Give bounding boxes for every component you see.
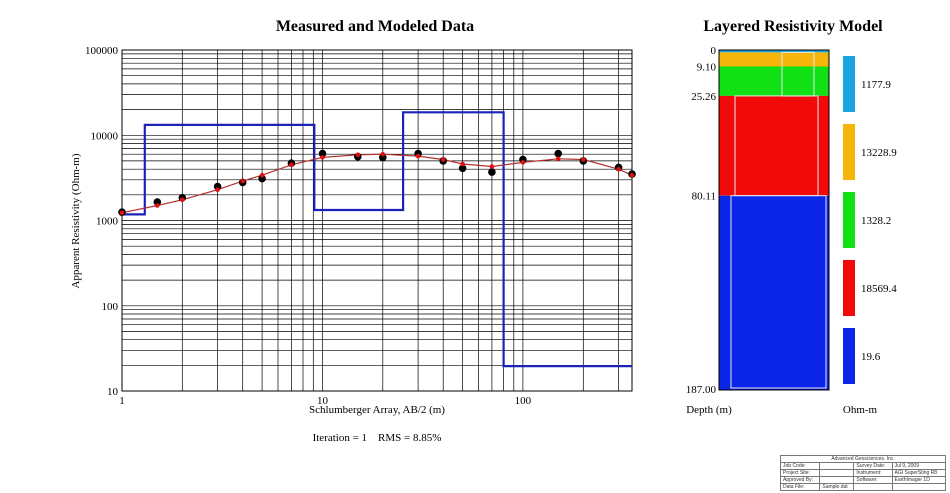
layer-band: [719, 66, 829, 96]
info-cell: Job Code:: [779, 462, 821, 470]
info-cell: [819, 476, 855, 484]
modeled-point: [155, 203, 160, 208]
left-plot-frame: [121, 49, 633, 392]
left-y-tick-labels: 10 100 1000 10000 100000: [85, 45, 119, 398]
info-cell: Jul 9, 2009: [891, 462, 947, 470]
y-tick-label: 10: [107, 386, 119, 398]
right-y-axis-label: Depth (m): [686, 404, 732, 416]
left-chart-grid: [122, 50, 632, 391]
info-cell: [853, 483, 893, 491]
modeled-curve: [121, 153, 633, 214]
measured-point: [379, 153, 387, 162]
measured-point: [554, 149, 562, 158]
modeled-point: [180, 197, 185, 203]
legend-value: 13228.9: [861, 147, 897, 159]
info-row: Job Code: Survey Date: Jul 9, 2009: [779, 462, 947, 470]
layer-band: [719, 95, 829, 196]
info-cell: Instrument:: [853, 469, 893, 477]
info-cell: Approved By:: [779, 476, 821, 484]
modeled-point: [380, 151, 386, 157]
layer-column-frame: [718, 49, 830, 391]
modeled-point: [289, 162, 294, 168]
info-row: Project Site: Instrument: AGI SuperSting…: [779, 469, 947, 477]
info-cell: Survey Date:: [853, 462, 893, 470]
info-row: Data File: Sample.dat: [779, 483, 947, 491]
info-cell: Data File:: [779, 483, 821, 491]
model-step-curve: [122, 111, 632, 368]
left-y-axis-label: Apparent Resistivity (Ohm-m): [70, 153, 82, 288]
info-cell: Project Site:: [779, 469, 821, 477]
legend-value: 1328.2: [861, 215, 891, 227]
modeled-point: [616, 166, 621, 172]
modeled-line: [121, 153, 633, 214]
legend-value: 1177.9: [861, 79, 891, 91]
right-legend-unit-label: Ohm-m: [843, 404, 878, 416]
modeled-point: [520, 160, 526, 165]
left-x-axis-label: Schlumberger Array, AB/2 (m): [309, 404, 445, 416]
modeled-point: [489, 164, 495, 169]
info-cell: EarthImager 1D: [891, 476, 947, 484]
x-tick-label: 10: [317, 395, 329, 407]
modeled-point: [355, 152, 361, 158]
depth-label: 0: [711, 45, 717, 57]
x-tick-label: 100: [515, 395, 532, 407]
info-cell: [891, 483, 947, 491]
modeled-point: [119, 210, 125, 216]
info-cell: Sample.dat: [819, 483, 855, 491]
depth-labels: 0 9.10 25.26 80.11 187.00: [686, 45, 717, 396]
legend-swatch: [843, 124, 855, 180]
depth-label: 187.00: [686, 384, 717, 396]
layer-band: [719, 52, 829, 67]
info-cell: Software:: [853, 476, 893, 484]
modeled-point: [440, 157, 446, 162]
measured-point: [153, 198, 162, 206]
right-chart-title: Layered Resistivity Model: [703, 18, 883, 35]
modeled-point: [555, 156, 561, 162]
measured-point: [488, 168, 496, 176]
legend-value: 18569.4: [861, 283, 897, 295]
modeled-points: [119, 151, 635, 216]
layer-column: [718, 49, 830, 391]
modeled-point: [460, 161, 465, 167]
info-cell: AGI SuperSting R8: [891, 469, 947, 477]
layer-band: [719, 195, 829, 390]
x-tick-label: 1: [119, 395, 125, 407]
depth-label: 25.26: [691, 91, 716, 103]
y-tick-label: 100000: [85, 45, 119, 57]
y-tick-label: 100: [102, 301, 119, 313]
measured-point: [458, 164, 467, 173]
legend-swatch: [843, 192, 855, 248]
depth-label: 9.10: [697, 62, 717, 74]
modeled-point: [415, 153, 421, 159]
layer-outline: [730, 195, 827, 389]
iteration-rms-annotation: Iteration = 1 RMS = 8.85%: [313, 432, 442, 444]
model-step-line: [122, 111, 632, 368]
modeled-point: [581, 157, 586, 162]
modeled-point: [215, 187, 220, 192]
legend-value: 19.6: [861, 351, 881, 363]
resistivity-legend: 1177.9 13228.9 1328.2 18569.4 19.6: [843, 56, 897, 384]
left-chart-title: Measured and Modeled Data: [276, 18, 474, 35]
modeled-point: [629, 172, 635, 178]
info-box: Advanced Geosciences, Inc. Job Code: Sur…: [779, 455, 947, 491]
info-cell: [819, 469, 855, 477]
info-cell: [819, 462, 855, 470]
left-x-tick-labels: 1 10 100: [119, 395, 531, 407]
modeled-point: [320, 155, 325, 160]
legend-swatch: [843, 260, 855, 316]
y-tick-label: 10000: [91, 130, 119, 142]
measured-point: [318, 149, 327, 158]
depth-label: 80.11: [692, 191, 716, 203]
legend-swatch: [843, 56, 855, 112]
y-tick-label: 1000: [96, 216, 119, 228]
info-row: Approved By: Software: EarthImager 1D: [779, 476, 947, 484]
legend-swatch: [843, 328, 855, 384]
modeled-point: [259, 172, 265, 178]
modeled-point: [240, 178, 245, 184]
measured-point: [258, 174, 266, 183]
layer-band: [719, 50, 829, 53]
info-company: Advanced Geosciences, Inc.: [780, 455, 946, 463]
